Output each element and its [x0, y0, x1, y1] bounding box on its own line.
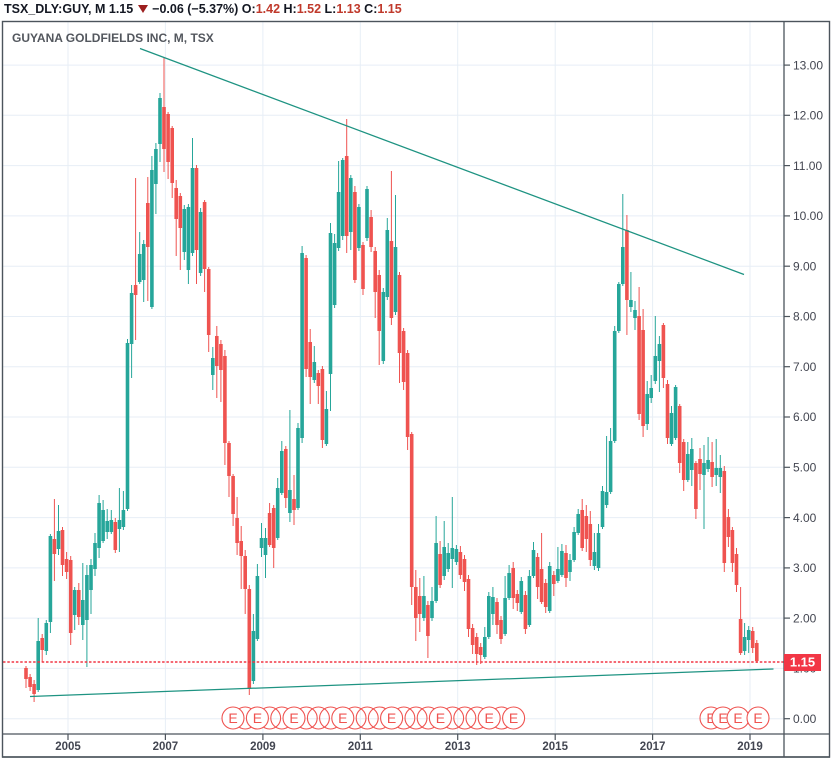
svg-text:8.00: 8.00	[793, 310, 817, 324]
svg-text:E: E	[253, 710, 262, 726]
svg-text:2015: 2015	[542, 741, 568, 753]
svg-text:E: E	[718, 710, 727, 726]
svg-text:11.00: 11.00	[793, 159, 822, 173]
svg-text:2019: 2019	[737, 741, 763, 753]
svg-text:7.00: 7.00	[793, 360, 817, 374]
svg-text:0.00: 0.00	[793, 712, 817, 726]
svg-text:E: E	[228, 710, 237, 726]
svg-text:2005: 2005	[55, 741, 81, 753]
svg-text:1.15: 1.15	[790, 655, 815, 670]
svg-text:2007: 2007	[153, 741, 179, 753]
svg-text:12.00: 12.00	[793, 109, 823, 123]
svg-text:E: E	[733, 710, 742, 726]
svg-text:2013: 2013	[445, 741, 471, 753]
svg-text:E: E	[387, 710, 396, 726]
svg-text:10.00: 10.00	[793, 209, 823, 223]
svg-text:E: E	[706, 710, 715, 726]
svg-text:3.00: 3.00	[793, 561, 817, 575]
svg-text:9.00: 9.00	[793, 259, 817, 273]
svg-text:2009: 2009	[250, 741, 276, 753]
svg-text:2.00: 2.00	[793, 611, 817, 625]
svg-text:E: E	[338, 710, 347, 726]
svg-text:E: E	[436, 710, 445, 726]
svg-text:2011: 2011	[348, 741, 374, 753]
svg-text:E: E	[753, 710, 762, 726]
svg-text:E: E	[509, 710, 518, 726]
svg-text:4.00: 4.00	[793, 511, 817, 525]
svg-text:E: E	[485, 710, 494, 726]
svg-text:2017: 2017	[640, 741, 666, 753]
svg-text:6.00: 6.00	[793, 410, 817, 424]
svg-text:5.00: 5.00	[793, 461, 817, 475]
svg-text:13.00: 13.00	[793, 58, 823, 72]
svg-text:E: E	[289, 710, 298, 726]
